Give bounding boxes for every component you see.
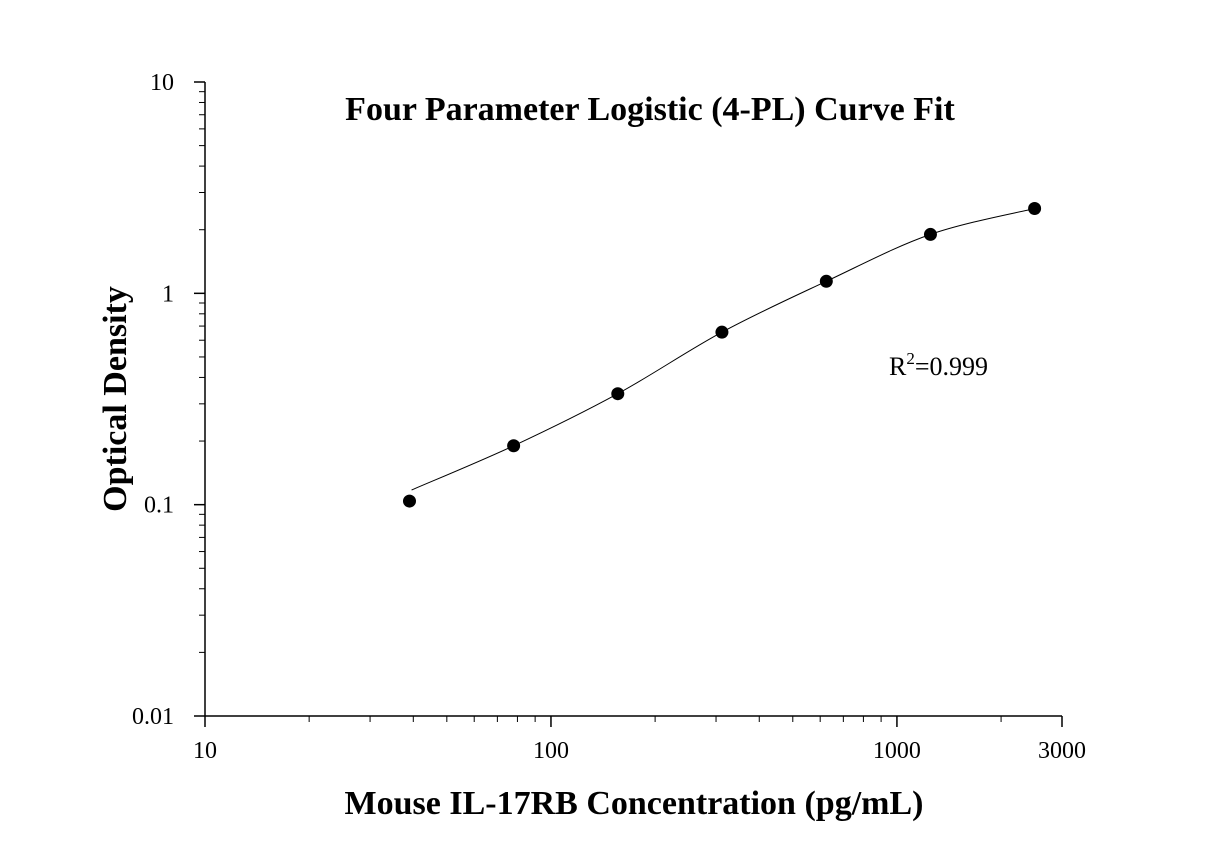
data-point (923, 227, 937, 241)
x-tick-label: 3000 (1038, 738, 1086, 764)
chart-title: Four Parameter Logistic (4-PL) Curve Fit (345, 91, 955, 128)
r-squared-base: R (889, 352, 907, 381)
fit-curve-line (411, 208, 1035, 491)
r-squared-superscript: 2 (906, 349, 915, 368)
x-tick-label: 1000 (873, 738, 921, 764)
x-tick-label: 100 (533, 738, 569, 764)
data-point (507, 439, 521, 453)
y-tick-label: 0.01 (132, 704, 174, 730)
data-point (715, 325, 729, 339)
y-tick-label: 0.1 (144, 493, 174, 519)
r-squared-annotation: R2=0.999 (889, 349, 988, 381)
r-squared-value: =0.999 (915, 352, 988, 381)
data-point (402, 494, 416, 508)
y-tick-label: 1 (162, 281, 174, 307)
data-point (611, 387, 625, 401)
tick-labels: 10 100 1000 3000 0.01 0.1 1 10 (132, 70, 1086, 764)
data-point (819, 274, 833, 288)
y-tick-label: 10 (150, 70, 174, 96)
x-axis-label: Mouse IL-17RB Concentration (pg/mL) (345, 785, 924, 822)
data-point (1028, 202, 1042, 216)
y-axis-label: Optical Density (97, 286, 134, 512)
minor-ticks (199, 91, 1063, 722)
axes (204, 82, 1062, 717)
x-tick-label: 10 (193, 738, 217, 764)
data-points (402, 202, 1042, 508)
major-ticks (194, 81, 1063, 727)
